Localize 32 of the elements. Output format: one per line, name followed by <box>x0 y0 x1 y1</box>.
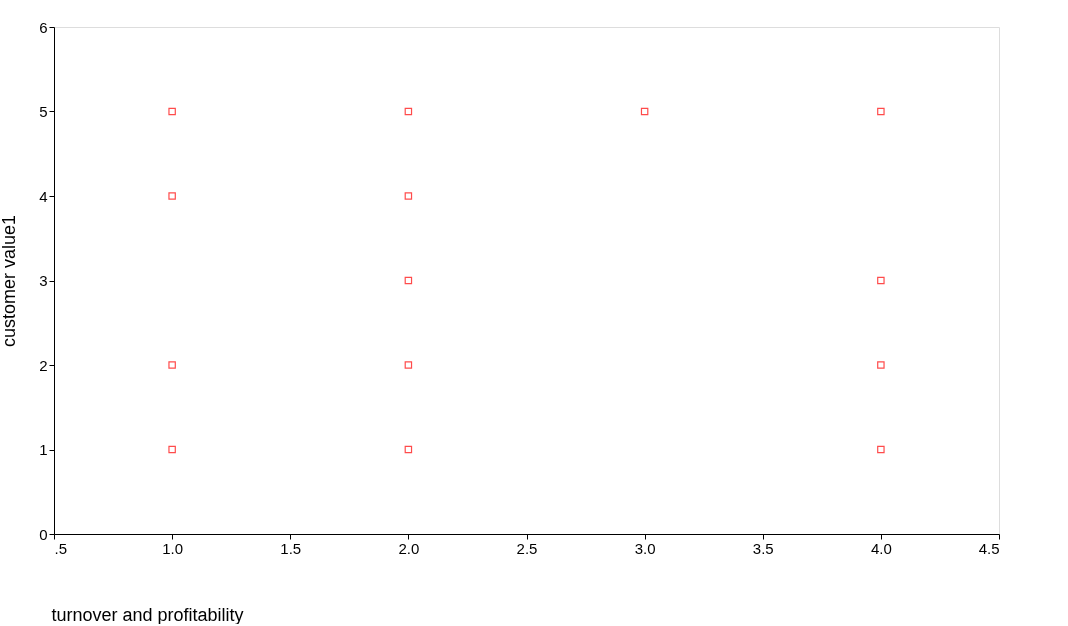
x-tick-label: 4.0 <box>870 539 892 557</box>
point <box>877 361 885 369</box>
point <box>404 107 413 116</box>
x-tick-label: 2.0 <box>398 539 420 557</box>
y-tick-label: 4 <box>39 187 48 205</box>
y-axis-title: customer value1 <box>0 214 20 348</box>
point <box>404 192 413 200</box>
x-tick-label: 1.5 <box>280 539 302 557</box>
point <box>168 192 176 200</box>
y-tick-label: 5 <box>39 103 48 120</box>
y-tick-label: 3 <box>39 272 48 289</box>
y-tick-label: 1 <box>39 441 48 458</box>
x-axis-title: turnover and profitability <box>51 604 244 625</box>
x-tick-label: 3.5 <box>752 539 774 557</box>
point <box>404 276 413 285</box>
point <box>877 107 885 116</box>
y-tick-label: 0 <box>39 525 48 543</box>
x-tick-label: 1.0 <box>162 539 184 557</box>
point <box>168 445 176 454</box>
point <box>168 361 176 369</box>
point <box>168 107 176 116</box>
point <box>640 107 649 116</box>
point <box>877 445 885 454</box>
y-tick-label: 6 <box>39 18 48 36</box>
x-tick-label: 4.5 <box>978 539 1000 557</box>
point <box>404 445 413 454</box>
point <box>404 361 413 369</box>
point <box>877 276 885 285</box>
x-tick-label: .5 <box>54 539 68 557</box>
y-tick-label: 2 <box>39 356 48 374</box>
x-tick-label: 3.0 <box>634 539 656 557</box>
x-tick-label: 2.5 <box>516 539 538 557</box>
